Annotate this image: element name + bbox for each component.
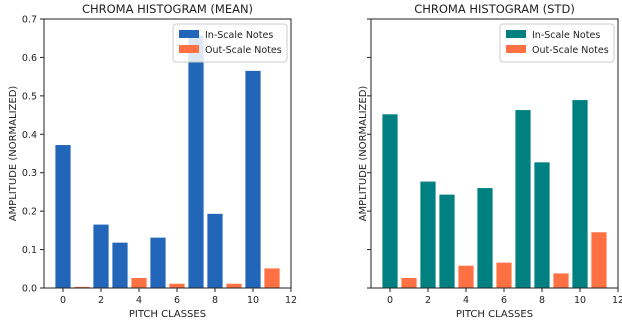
- bar-in-scale-0: [382, 114, 398, 288]
- bar-in-scale-0: [55, 145, 71, 288]
- legend-label-out-scale: Out-Scale Notes: [532, 45, 609, 56]
- legend-box: [172, 23, 288, 63]
- y-tick-label: 0.6: [22, 53, 37, 64]
- bar-in-scale-7: [515, 110, 531, 288]
- bar-in-scale-2: [93, 224, 109, 288]
- legend-swatch-in-scale: [179, 30, 199, 38]
- x-tick-label: 10: [574, 295, 586, 306]
- plot-frame: [370, 18, 619, 289]
- bar-out-scale-6: [169, 283, 185, 288]
- bar-in-scale-2: [420, 181, 436, 288]
- x-axis-label: PITCH CLASSES: [129, 309, 206, 320]
- chart-1: 0 2 4 6 8 10 12 CHROMA HISTOGRAM (STD) PITCH CLA…: [358, 2, 622, 320]
- plot-frame: [43, 18, 292, 289]
- x-tick-label: 8: [539, 295, 545, 306]
- legend-box: [499, 23, 615, 63]
- bar-in-scale-7: [188, 35, 204, 288]
- legend-swatch-out-scale: [506, 45, 526, 53]
- x-tick-label: 6: [501, 295, 507, 306]
- legend-label-in-scale: In-Scale Notes: [532, 30, 600, 41]
- x-tick-label: 0: [387, 295, 393, 306]
- bar-out-scale-1: [401, 278, 417, 288]
- y-tick-label: 0.7: [22, 15, 37, 26]
- bar-in-scale-3: [112, 242, 128, 288]
- bar-in-scale-5: [477, 188, 493, 288]
- chart-title: CHROMA HISTOGRAM (MEAN): [82, 2, 253, 16]
- y-tick-label: 0.0: [22, 284, 37, 295]
- bar-in-scale-3: [439, 194, 455, 288]
- bar-out-scale-9: [553, 273, 569, 288]
- x-tick-label: 4: [136, 295, 142, 306]
- x-tick-label: 2: [425, 295, 431, 306]
- x-tick-label: 12: [612, 295, 622, 306]
- bar-out-scale-1: [74, 286, 90, 288]
- bar-in-scale-8: [207, 213, 223, 288]
- y-tick-label: 0.5: [22, 91, 37, 102]
- x-axis-label: PITCH CLASSES: [456, 309, 533, 320]
- y-tick-label: 0.2: [22, 207, 37, 218]
- bar-in-scale-10: [572, 100, 588, 288]
- x-tick-label: 12: [285, 295, 297, 306]
- legend-label-out-scale: Out-Scale Notes: [205, 45, 282, 56]
- bar-out-scale-11: [264, 268, 280, 288]
- x-tick-label: 4: [463, 295, 469, 306]
- bar-out-scale-4: [458, 265, 474, 288]
- legend-label-in-scale: In-Scale Notes: [205, 30, 273, 41]
- legend-swatch-in-scale: [506, 30, 526, 38]
- chart-0: 0 2 4 6 8 10 12 0.0 0.1 0.2 0.3 0.4 0.5 0.6 0.7 CHROMA …: [8, 2, 297, 320]
- x-tick-label: 2: [98, 295, 104, 306]
- y-tick-label: 0.4: [22, 130, 37, 141]
- bar-out-scale-6: [496, 262, 512, 288]
- bar-out-scale-9: [226, 283, 242, 288]
- chart-title: CHROMA HISTOGRAM (STD): [414, 2, 575, 16]
- x-tick-label: 8: [212, 295, 218, 306]
- bar-in-scale-8: [534, 162, 550, 288]
- x-tick-label: 10: [247, 295, 259, 306]
- y-axis-label: AMPLITUDE (NORMALIZED): [358, 86, 369, 222]
- x-tick-label: 0: [60, 295, 66, 306]
- y-axis-label: AMPLITUDE (NORMALIZED): [8, 86, 19, 222]
- bar-in-scale-10: [245, 70, 261, 288]
- y-tick-label: 0.1: [22, 245, 37, 256]
- x-tick-label: 6: [174, 295, 180, 306]
- bar-in-scale-5: [150, 237, 166, 288]
- legend-swatch-out-scale: [179, 45, 199, 53]
- y-tick-label: 0.3: [22, 168, 37, 179]
- bar-out-scale-4: [131, 278, 147, 288]
- bar-out-scale-11: [591, 232, 607, 288]
